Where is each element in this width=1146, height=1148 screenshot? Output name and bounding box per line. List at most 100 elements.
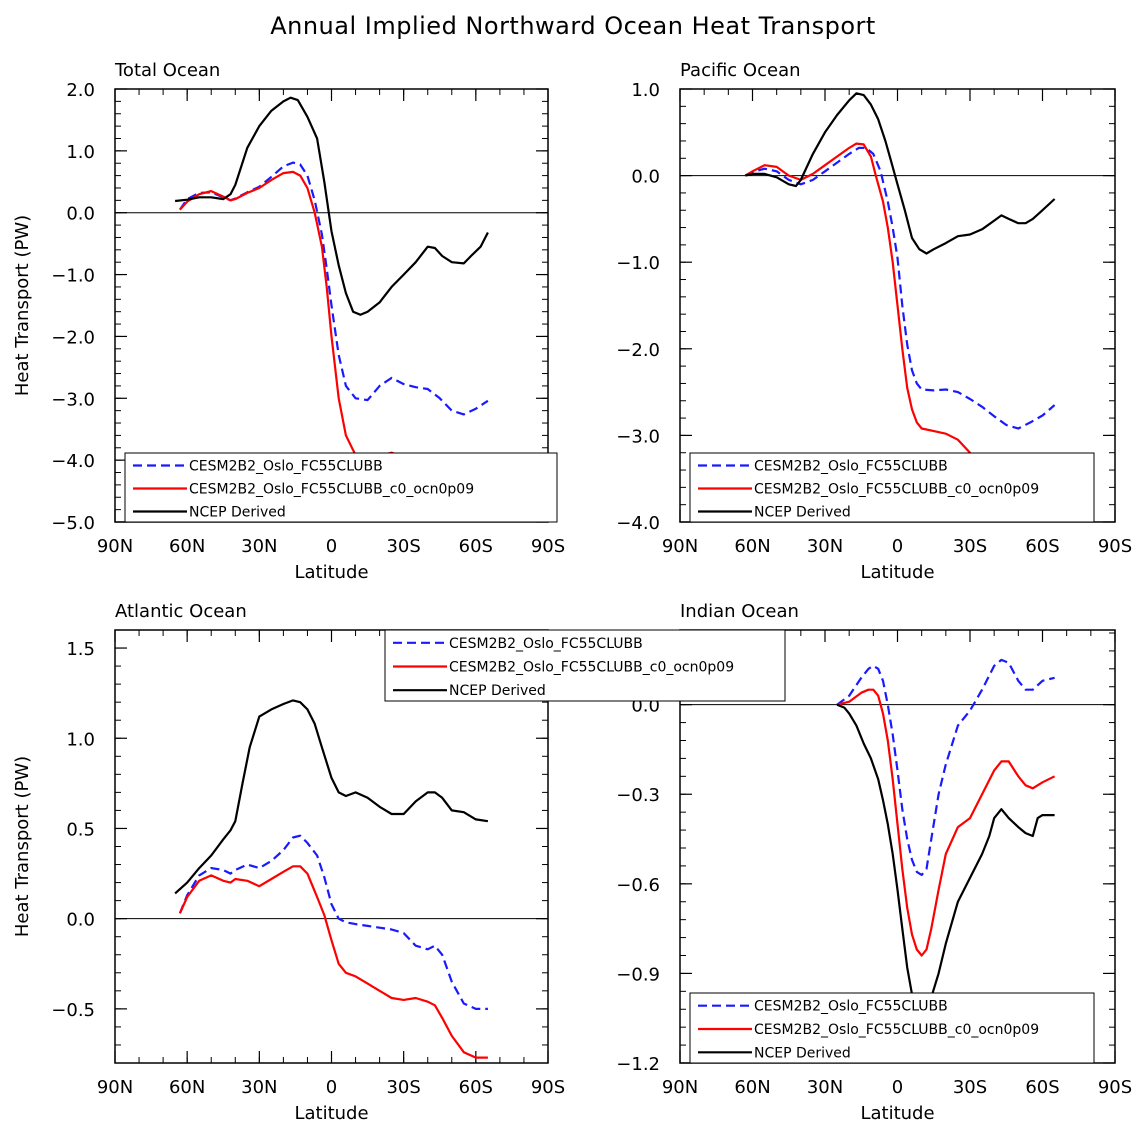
legend-total: CESM2B2_Oslo_FC55CLUBB CESM2B2_Oslo_FC55C… bbox=[124, 452, 558, 523]
y-tick-label: −3.0 bbox=[51, 389, 95, 410]
series-line-ncep bbox=[836, 703, 1055, 1020]
x-tick-label: 30N bbox=[807, 1077, 843, 1098]
y-tick-label: −0.3 bbox=[616, 785, 660, 806]
panel-total: Total Ocean 90N 60N 30N 0 30S 60S 90S 2.0 1.0 0.0 −… bbox=[12, 60, 565, 583]
x-tick-label: 30N bbox=[241, 536, 277, 557]
x-tick-label: 60S bbox=[1025, 536, 1059, 557]
x-tick-label: 30N bbox=[241, 1077, 277, 1098]
y-tick-label: −0.5 bbox=[51, 1000, 95, 1021]
x-axis-label: Latitude bbox=[860, 562, 934, 583]
y-tick-label: −0.6 bbox=[616, 875, 660, 896]
legend-entry: CESM2B2_Oslo_FC55CLUBB_c0_ocn0p09 bbox=[754, 482, 1039, 498]
x-tick-label: 90S bbox=[531, 1077, 565, 1098]
y-tick-label: −2.0 bbox=[616, 340, 660, 361]
x-tick-label: 0 bbox=[326, 536, 337, 557]
x-tick-label: 60N bbox=[734, 1077, 770, 1098]
legend-entry: NCEP Derived bbox=[754, 1045, 851, 1061]
legend-atlantic: CESM2B2_Oslo_FC55CLUBB CESM2B2_Oslo_FC55C… bbox=[384, 629, 786, 702]
x-tick-label: 60S bbox=[459, 536, 493, 557]
figure-title: Annual Implied Northward Ocean Heat Tran… bbox=[270, 12, 876, 40]
x-tick-label: 30S bbox=[386, 1077, 420, 1098]
y-tick-label: −2.0 bbox=[51, 327, 95, 348]
y-tick-label: 0.0 bbox=[66, 204, 95, 225]
legend-box bbox=[689, 992, 1095, 1064]
legend-indian: CESM2B2_Oslo_FC55CLUBB CESM2B2_Oslo_FC55C… bbox=[689, 992, 1095, 1064]
y-tick-label: −1.0 bbox=[616, 253, 660, 274]
series-line-model1 bbox=[744, 146, 1056, 430]
x-tick-label: 60N bbox=[734, 536, 770, 557]
series-line-ncep bbox=[174, 96, 489, 316]
x-tick-label: 30S bbox=[386, 536, 420, 557]
y-tick-label: −5.0 bbox=[51, 513, 95, 534]
y-tick-label: −4.0 bbox=[51, 451, 95, 472]
panel-pacific: Pacific Ocean 90N 60N 30N 0 30S 60S 90S 1.0 0.0 −1… bbox=[616, 60, 1132, 583]
legend-entry: CESM2B2_Oslo_FC55CLUBB_c0_ocn0p09 bbox=[189, 482, 474, 498]
y-tick-label: 1.0 bbox=[66, 142, 95, 163]
y-tick-label: 0.0 bbox=[631, 167, 660, 188]
legends-layer: CESM2B2_Oslo_FC55CLUBB CESM2B2_Oslo_FC55C… bbox=[124, 452, 1095, 1064]
y-tick-label: 0.5 bbox=[66, 819, 95, 840]
series-line-ncep bbox=[745, 92, 1056, 255]
x-tick-label: 30S bbox=[953, 536, 987, 557]
x-axis-label: Latitude bbox=[294, 1103, 368, 1124]
x-tick-label: 90S bbox=[1098, 536, 1132, 557]
y-tick-label: 2.0 bbox=[66, 80, 95, 101]
y-tick-label: −1.0 bbox=[51, 266, 95, 287]
y-tick-label: 1.5 bbox=[66, 639, 95, 660]
y-tick-label: 1.0 bbox=[66, 729, 95, 750]
y-tick-label: 0.0 bbox=[66, 910, 95, 931]
legend-entry: NCEP Derived bbox=[754, 505, 851, 521]
series-line-model2 bbox=[178, 865, 488, 1059]
legend-entry: NCEP Derived bbox=[449, 683, 546, 699]
series-group bbox=[174, 699, 489, 1059]
y-tick-label: 1.0 bbox=[631, 80, 660, 101]
series-line-ncep bbox=[174, 699, 489, 895]
y-tick-label: −4.0 bbox=[616, 513, 660, 534]
x-tick-label: 60N bbox=[169, 1077, 205, 1098]
y-axis-label: Heat Transport (PW) bbox=[12, 215, 33, 396]
legend-box bbox=[384, 629, 786, 702]
series-group bbox=[836, 658, 1056, 1020]
y-tick-label: −0.9 bbox=[616, 964, 660, 985]
x-tick-label: 90N bbox=[662, 536, 698, 557]
series-line-model2 bbox=[836, 688, 1056, 957]
series-line-model1 bbox=[836, 658, 1055, 877]
x-tick-label: 0 bbox=[892, 1077, 903, 1098]
legend-box bbox=[689, 452, 1095, 523]
x-axis-label: Latitude bbox=[294, 562, 368, 583]
legend-box bbox=[124, 452, 558, 523]
series-line-model1 bbox=[178, 161, 489, 416]
x-tick-label: 90N bbox=[97, 536, 133, 557]
legend-entry: NCEP Derived bbox=[189, 505, 286, 521]
series-line-model1 bbox=[178, 834, 488, 1011]
x-tick-label: 0 bbox=[892, 536, 903, 557]
plot-frame bbox=[114, 629, 549, 1064]
panel-title: Atlantic Ocean bbox=[115, 601, 247, 622]
legend-entry: CESM2B2_Oslo_FC55CLUBB_c0_ocn0p09 bbox=[449, 660, 734, 676]
panel-atlantic: Atlantic Ocean 90N 60N 30N 0 30S 60S 90S 1.5 1.0 0… bbox=[12, 601, 565, 1124]
panel-title: Pacific Ocean bbox=[680, 60, 801, 81]
panel-title: Total Ocean bbox=[114, 60, 220, 81]
x-tick-label: 90N bbox=[97, 1077, 133, 1098]
legend-entry: CESM2B2_Oslo_FC55CLUBB bbox=[189, 459, 383, 475]
legend-pacific: CESM2B2_Oslo_FC55CLUBB CESM2B2_Oslo_FC55C… bbox=[689, 452, 1095, 523]
panel-title: Indian Ocean bbox=[680, 601, 799, 622]
y-tick-label: −3.0 bbox=[616, 426, 660, 447]
series-line-model2 bbox=[179, 170, 489, 491]
legend-entry: CESM2B2_Oslo_FC55CLUBB bbox=[754, 459, 948, 475]
x-tick-label: 60S bbox=[459, 1077, 493, 1098]
x-tick-label: 90S bbox=[531, 536, 565, 557]
y-tick-label: −1.2 bbox=[616, 1054, 660, 1075]
x-tick-label: 0 bbox=[326, 1077, 337, 1098]
legend-entry: CESM2B2_Oslo_FC55CLUBB_c0_ocn0p09 bbox=[754, 1022, 1039, 1038]
x-tick-label: 90S bbox=[1098, 1077, 1132, 1098]
panels: Total Ocean 90N 60N 30N 0 30S 60S 90S 2.0 1.0 0.0 −… bbox=[12, 60, 1132, 1124]
x-axis-label: Latitude bbox=[860, 1103, 934, 1124]
x-tick-label: 30N bbox=[807, 536, 843, 557]
legend-entry: CESM2B2_Oslo_FC55CLUBB bbox=[754, 999, 948, 1015]
series-group bbox=[744, 92, 1056, 486]
series-group bbox=[174, 96, 489, 491]
y-axis-label: Heat Transport (PW) bbox=[12, 756, 33, 937]
